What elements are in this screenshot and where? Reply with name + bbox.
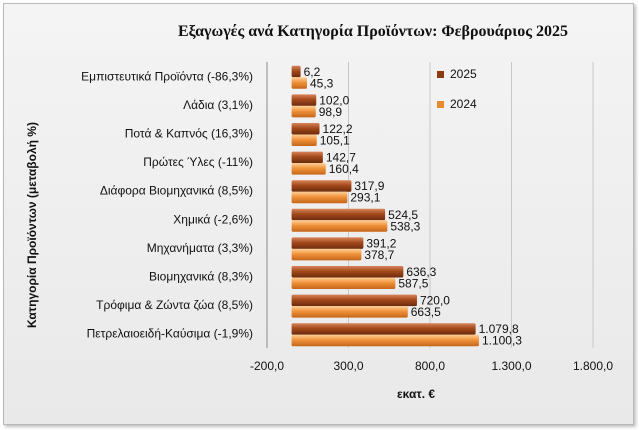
bar-2024 (291, 191, 348, 204)
bar-2025 (291, 323, 476, 335)
data-label-2025: 142,7 (326, 151, 356, 165)
data-label-2024: 105,1 (320, 134, 350, 148)
data-label-2024: 1.100,3 (482, 334, 522, 348)
bar-2025 (291, 208, 386, 221)
category-label: Εμπιστευτικά Προϊόντα (-86,3%) (81, 69, 253, 83)
bar-2024 (291, 334, 479, 347)
category-label: Τρόφιμα & Ζώντα ζώα (8,5%) (96, 298, 253, 312)
data-label-2025: 524,5 (388, 208, 418, 222)
x-tick-label: 1.800,0 (573, 359, 613, 373)
bar-2024 (291, 105, 316, 118)
data-label-2025: 6,2 (304, 65, 321, 79)
bar-2024 (291, 277, 396, 289)
x-tick-label: 300,0 (333, 359, 363, 373)
data-label-2024: 293,1 (350, 191, 380, 205)
data-label-2024: 538,3 (390, 219, 420, 233)
bar-2025 (291, 237, 364, 249)
bar-2024 (291, 77, 307, 89)
data-label-2024: 45,3 (310, 76, 334, 90)
bar-2024 (291, 134, 317, 146)
data-label-2025: 102,0 (319, 93, 349, 107)
bar-2025 (291, 266, 404, 278)
data-label-2024: 98,9 (319, 105, 343, 119)
chart-title: Εξαγωγές ανά Κατηγορία Προϊόντων: Φεβρου… (178, 23, 568, 40)
data-label-2025: 720,0 (420, 294, 450, 308)
category-label: Διάφορα Βιομηχανικά (8,5%) (100, 184, 253, 198)
data-label-2024: 160,4 (329, 162, 359, 176)
category-label: Λάδια (3,1%) (183, 98, 253, 112)
category-label: Πρώτες Ύλες (-11%) (143, 155, 253, 169)
category-label: Βιομηχανικά (8,3%) (149, 270, 253, 284)
x-axis-label: εκατ. € (397, 387, 435, 401)
data-label-2024: 378,7 (364, 248, 394, 262)
data-label-2025: 122,2 (323, 122, 353, 136)
data-label-2025: 636,3 (406, 265, 436, 279)
legend-label-2025: 2025 (450, 67, 477, 81)
bar-2025 (291, 151, 323, 164)
data-label-2024: 663,5 (411, 305, 441, 319)
x-tick-label: 800,0 (415, 359, 445, 373)
bar-2025 (291, 94, 317, 106)
bar-2024 (291, 248, 362, 261)
bar-2025 (291, 180, 352, 192)
data-label-2024: 587,5 (398, 277, 428, 291)
bar-2025 (291, 65, 301, 78)
bar-2025 (291, 294, 417, 307)
category-label: Μηχανήματα (3,3%) (147, 241, 253, 255)
x-tick-label: -200,0 (250, 359, 284, 373)
data-label-2025: 1.079,8 (479, 322, 519, 336)
bar-2024 (291, 220, 388, 232)
legend-swatch-2025 (437, 71, 444, 78)
x-tick-label: 1.300,0 (491, 359, 531, 373)
y-axis-label: Κατηγορία Προϊόντων (μεταβολή %) (25, 122, 39, 328)
bar-2024 (291, 306, 408, 318)
legend-swatch-2024 (437, 101, 444, 108)
data-label-2025: 391,2 (366, 236, 396, 250)
data-label-2025: 317,9 (354, 179, 384, 193)
bar-2025 (291, 123, 320, 135)
category-label: Χημικά (-2,6%) (173, 212, 253, 226)
category-label: Πετρελαιοειδή-Καύσιμα (-1,9%) (87, 327, 253, 341)
category-label: Ποτά & Καπνός (16,3%) (125, 127, 253, 141)
bar-2024 (291, 163, 326, 175)
legend-label-2024: 2024 (450, 97, 477, 111)
